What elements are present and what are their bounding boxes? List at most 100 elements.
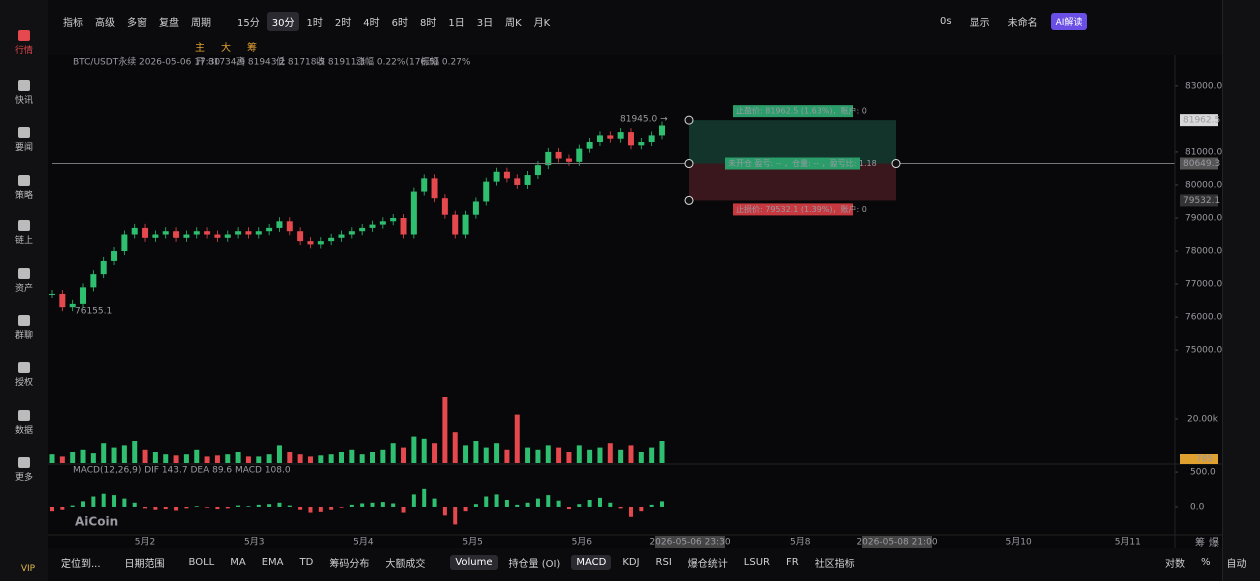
subchart-button[interactable]: Volume	[450, 555, 498, 570]
nav-label[interactable]: 数据	[14, 426, 33, 436]
toolbar-button[interactable]: 周期	[191, 18, 211, 29]
nav-icon[interactable]	[18, 410, 30, 421]
volume-bar	[628, 445, 634, 463]
vip-label[interactable]: VIP	[20, 564, 36, 574]
volume-bar	[421, 438, 427, 463]
nav-icon[interactable]	[18, 315, 30, 326]
position-label: 止盈价: 81962.5 (1.63%)，账户: 0	[736, 106, 867, 116]
nav-icon[interactable]	[18, 80, 30, 91]
draw-tool[interactable]: 主	[195, 43, 205, 54]
nav-label[interactable]: 授权	[14, 378, 33, 388]
candle	[638, 142, 645, 146]
bottom-button[interactable]: 日期范围	[124, 559, 165, 570]
indicator-button[interactable]: EMA	[261, 557, 284, 568]
axis-option[interactable]: 对数	[1165, 559, 1185, 570]
indicator-button[interactable]: BOLL	[188, 557, 215, 568]
nav-label[interactable]: 群聊	[14, 331, 33, 341]
nav-label[interactable]: 行情	[14, 46, 33, 56]
candle	[441, 198, 448, 215]
toolbar-button[interactable]: 1日	[448, 18, 465, 29]
candle	[586, 142, 593, 149]
nav-icon[interactable]	[18, 175, 30, 186]
subchart-button[interactable]: 社区指标	[814, 559, 855, 570]
candle	[111, 251, 118, 261]
volume-tag-label: 785	[1196, 455, 1213, 465]
volume-bar	[318, 455, 324, 463]
candle	[90, 274, 97, 288]
nav-label[interactable]: 策略	[14, 191, 33, 201]
toolbar-button[interactable]: 1时	[306, 18, 323, 29]
toolbar-button[interactable]: 30分	[266, 12, 300, 31]
nav-label[interactable]: 要闻	[14, 143, 33, 153]
nav-icon[interactable]	[18, 268, 30, 279]
toolbar-button[interactable]: 2时	[334, 18, 352, 29]
axis-option[interactable]: %	[1201, 557, 1211, 568]
toolbar-button[interactable]: 0s	[940, 16, 952, 27]
toolbar-button[interactable]: 未命名	[1007, 18, 1038, 29]
draw-tool[interactable]: 大	[221, 43, 231, 54]
toolbar-button[interactable]: 周K	[505, 18, 522, 29]
nav-icon[interactable]	[18, 362, 30, 373]
candle	[204, 231, 211, 235]
indicator-button[interactable]: 大额成交	[385, 559, 426, 570]
macd-bar	[597, 497, 602, 507]
candle	[162, 231, 169, 235]
subchart-button[interactable]: MACD	[571, 555, 612, 570]
subchart-button[interactable]: FR	[785, 557, 799, 568]
cursor-tag	[655, 536, 725, 548]
candle	[276, 221, 283, 228]
nav-label[interactable]: 链上	[14, 236, 33, 246]
toolbar-button[interactable]: 高级	[95, 18, 115, 29]
draw-tool[interactable]: 筹	[247, 43, 257, 54]
subchart-button[interactable]: RSI	[655, 557, 672, 568]
volume-bar	[152, 452, 158, 463]
toolbar-right: 0s 显示 未命名 AI解读	[935, 12, 1088, 31]
cursor-tag-label: 2026-05-06 23:30	[649, 538, 730, 548]
macd-bar	[484, 496, 489, 507]
subchart-button[interactable]: 爆仓统计	[687, 559, 728, 570]
macd-bar	[628, 506, 633, 517]
candle	[462, 214, 469, 235]
nav-label[interactable]: 更多	[14, 473, 33, 483]
toolbar-button[interactable]: 月K	[533, 18, 551, 29]
toolbar-button[interactable]: 多窗	[127, 18, 147, 29]
indicator-button[interactable]: 筹码分布	[329, 559, 370, 570]
macd-bar	[236, 505, 241, 507]
toolbar-button[interactable]: 15分	[237, 18, 260, 29]
indicator-button[interactable]: TD	[299, 557, 314, 568]
nav-icon[interactable]	[18, 457, 30, 468]
subchart-button[interactable]: LSUR	[743, 557, 770, 568]
toolbar-button[interactable]: 3日	[476, 18, 494, 29]
subchart-button[interactable]: 持仓量 (OI)	[508, 559, 561, 570]
candle	[607, 135, 614, 139]
toolbar-button[interactable]: 指标	[63, 18, 83, 29]
candle	[472, 201, 479, 215]
volume-bar	[535, 449, 541, 463]
axis-option[interactable]: 自动	[1226, 559, 1247, 570]
volume-bar	[266, 454, 272, 463]
toolbar-button[interactable]: AI解读	[1050, 13, 1088, 30]
x-tick-label: 5月6	[572, 537, 593, 548]
nav-icon[interactable]	[18, 30, 30, 41]
volume-bar	[173, 455, 179, 463]
nav-label[interactable]: 快讯	[14, 96, 33, 106]
x-tick-label: 5月11	[1115, 537, 1141, 548]
toolbar-button[interactable]: 复盘	[159, 18, 179, 29]
toolbar-button[interactable]: 显示	[969, 18, 990, 29]
nav-icon[interactable]	[18, 127, 30, 138]
macd-bar	[587, 500, 592, 507]
indicator-button[interactable]: MA	[230, 557, 246, 568]
position-label-bg	[725, 157, 860, 170]
candle	[297, 231, 304, 242]
toolbar-button[interactable]: 4时	[363, 18, 380, 29]
bottom-button[interactable]: 定位到...	[61, 559, 101, 570]
macd-bar	[391, 503, 396, 507]
nav-label[interactable]: 资产	[14, 284, 33, 294]
volume-bar	[101, 443, 107, 463]
toolbar-button[interactable]: 6时	[391, 18, 408, 29]
subchart-button[interactable]: KDJ	[622, 557, 640, 568]
candle	[493, 171, 500, 182]
nav-icon[interactable]	[18, 220, 30, 231]
volume-bar	[287, 452, 293, 463]
toolbar-button[interactable]: 8时	[419, 18, 437, 29]
